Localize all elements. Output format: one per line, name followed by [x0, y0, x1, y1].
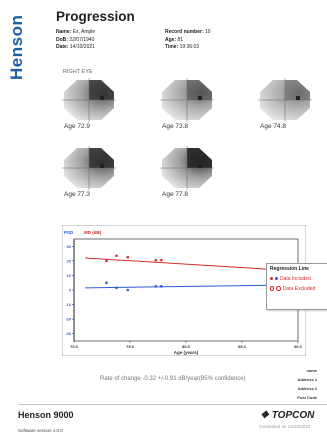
address-post-code: Post Code [297, 395, 317, 400]
x-tick-label: 85.0 [238, 344, 247, 349]
field-age-label: Age 73.8 [162, 123, 189, 130]
field-greyscale-plot [160, 146, 214, 190]
legend-title: Regression Line [270, 266, 309, 272]
x-tick-label: 80.0 [182, 344, 191, 349]
legend-included-dot-blue [275, 277, 278, 281]
date-row: Date: 14/10/2021 [56, 44, 95, 50]
page-title: Progression [56, 9, 135, 24]
legend-included-dot [270, 277, 273, 281]
patient-info-right: Record number: 10 Age: 81 Time: 19:36:03 [165, 29, 211, 52]
x-axis-label: Age (years) [174, 350, 199, 355]
y-tick-label: 10 [67, 273, 72, 278]
y-tick-label: 0 [69, 288, 72, 293]
data-point-psd [154, 285, 158, 288]
data-point-md [160, 258, 163, 262]
y-tick-label: -10 [65, 302, 72, 307]
data-point-psd [126, 288, 130, 292]
legend-item-included: Data Included [267, 272, 327, 282]
field-age-label: Age 72.9 [64, 123, 91, 130]
rate-of-change: Rate of change -0.32 +/-0.91 dB/year(95%… [100, 376, 246, 382]
x-tick-label: 75.0 [126, 344, 135, 349]
footer-generated: Generated on 14/10/2021 [259, 424, 311, 429]
legend-excluded-dot-2 [276, 286, 281, 291]
field-greyscale-plot [160, 78, 214, 122]
footer-divider [18, 404, 327, 405]
data-point-psd [105, 281, 108, 285]
name-row: Name: Ex, Ample [56, 29, 96, 35]
data-point-md [105, 259, 108, 263]
time-row: Time: 19:36:03 [165, 44, 200, 50]
data-point-psd [115, 286, 118, 290]
eye-label: RIGHT EYE [63, 69, 93, 75]
patient-info-left: Name: Ex, Ample DoB: 22/07/1940 Date: 14… [56, 29, 95, 52]
topcon-logo-icon: ❖ [260, 410, 269, 421]
legend-excluded-dot [270, 286, 275, 291]
y-tick-label: 20 [67, 258, 72, 263]
field-age-label: Age 77.3 [64, 191, 91, 198]
trend-line-psd [85, 284, 299, 289]
field-greyscale-plot [62, 146, 116, 190]
field-age-label: Age 74.8 [260, 123, 287, 130]
chart-svg: PSD MD (dB) 30 20 10 0 -10 -20 -30 70.0 75.0 80.0 85… [61, 224, 307, 357]
patient-name: Ex, Ample [72, 29, 96, 35]
visual-field-5: Age 77.8 [160, 146, 218, 198]
visual-field-1: Age 72.9 [62, 78, 120, 130]
y-tick-label: 30 [67, 244, 72, 249]
visual-field-2: Age 73.8 [160, 78, 218, 130]
visual-field-4: Age 77.3 [62, 146, 120, 198]
x-tick-label: 70.0 [70, 344, 79, 349]
field-age-label: Age 77.8 [162, 191, 189, 198]
footer-product: Henson 9000 [18, 410, 74, 420]
patient-age: 81 [177, 36, 184, 43]
data-point-md [126, 255, 130, 259]
y-tick-label: -30 [65, 331, 72, 336]
dob-row: DoB: 22/07/1940 [56, 36, 95, 43]
age-row: Age: 81 [165, 36, 184, 43]
chart-legend: Regression Line Data Included Data Exclu… [266, 263, 327, 310]
data-point-md [115, 254, 118, 258]
trend-line-md [85, 257, 299, 272]
y-axis-label-md: MD (dB) [84, 230, 102, 235]
x-tick-label: 90.0 [294, 344, 303, 349]
address-line-2: Address 2 [297, 386, 317, 391]
field-greyscale-plot [258, 78, 312, 122]
test-date: 14/10/2021 [69, 44, 95, 50]
footer-version: Software version 4.0.0 [18, 428, 63, 433]
record-number: 10 [205, 29, 211, 35]
patient-dob: 22/07/1940 [69, 36, 95, 43]
record-row: Record number: 10 [165, 29, 211, 35]
address-line-1: Address 1 [297, 377, 317, 382]
address-name: name [306, 368, 317, 373]
progression-chart: PSD MD (dB) 30 20 10 0 -10 -20 -30 70.0 75.0 80.0 85… [61, 224, 307, 357]
visual-field-3: Age 74.8 [258, 78, 316, 130]
topcon-logo: ❖ TOPCON [260, 410, 315, 421]
field-greyscale-plot [62, 78, 116, 122]
legend-item-excluded: Data Excluded [267, 282, 327, 292]
brand-logo-vertical: Henson [7, 14, 26, 80]
test-time: 19:36:03 [179, 44, 200, 50]
data-point-psd [160, 285, 163, 288]
plot-area [73, 238, 299, 342]
y-axis-label-psd: PSD [64, 230, 74, 235]
y-tick-label: -20 [65, 317, 72, 322]
data-point-md [154, 258, 158, 262]
